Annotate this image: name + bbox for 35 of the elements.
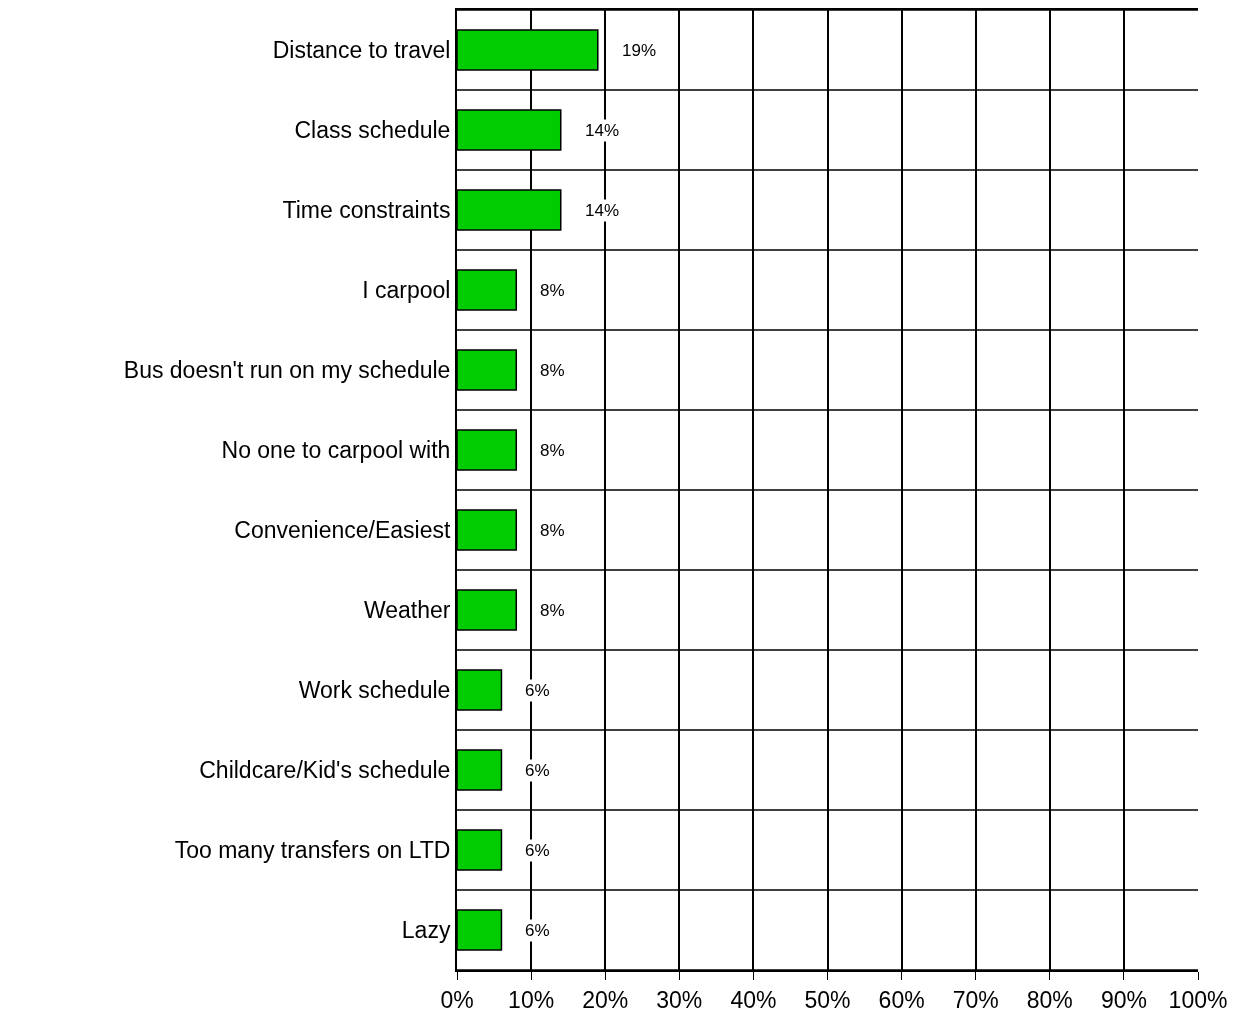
- x-tick-label: 40%: [730, 986, 777, 1013]
- x-tick-label: 30%: [656, 986, 703, 1013]
- y-tick-label: Class schedule: [294, 117, 451, 144]
- x-tick-label: 0%: [440, 986, 474, 1013]
- y-tick-label: Convenience/Easiest: [234, 517, 452, 544]
- y-tick-label: Lazy: [401, 917, 451, 944]
- data-label: 8%: [540, 601, 565, 620]
- data-label: 6%: [525, 841, 550, 860]
- data-label: 14%: [585, 121, 620, 140]
- y-tick-label: I carpool: [362, 277, 451, 304]
- data-label: 19%: [622, 41, 657, 60]
- x-tick-label: 70%: [952, 986, 999, 1013]
- y-tick-label: Distance to travel: [272, 37, 451, 64]
- y-tick-label: Too many transfers on LTD: [174, 837, 451, 864]
- data-label: 8%: [540, 361, 565, 380]
- y-tick-label: Childcare/Kid's schedule: [199, 757, 451, 784]
- data-label: 6%: [525, 681, 550, 700]
- y-tick-label: No one to carpool with: [221, 437, 451, 464]
- data-label: 14%: [585, 201, 620, 220]
- data-label: 6%: [525, 761, 550, 780]
- y-tick-label: Work schedule: [298, 677, 451, 704]
- x-tick-label: 50%: [804, 986, 851, 1013]
- data-label: 8%: [540, 281, 565, 300]
- y-tick-label: Bus doesn't run on my schedule: [123, 357, 451, 384]
- x-tick-label: 20%: [582, 986, 629, 1013]
- data-label: 8%: [540, 521, 565, 540]
- x-tick-label: 100%: [1168, 986, 1228, 1013]
- y-tick-label: Weather: [363, 597, 451, 624]
- x-tick-label: 10%: [508, 986, 555, 1013]
- data-label: 6%: [525, 921, 550, 940]
- x-tick-label: 60%: [878, 986, 925, 1013]
- x-tick-label: 90%: [1100, 986, 1147, 1013]
- x-tick-label: 80%: [1026, 986, 1073, 1013]
- data-label: 8%: [540, 441, 565, 460]
- y-tick-label: Time constraints: [282, 197, 451, 224]
